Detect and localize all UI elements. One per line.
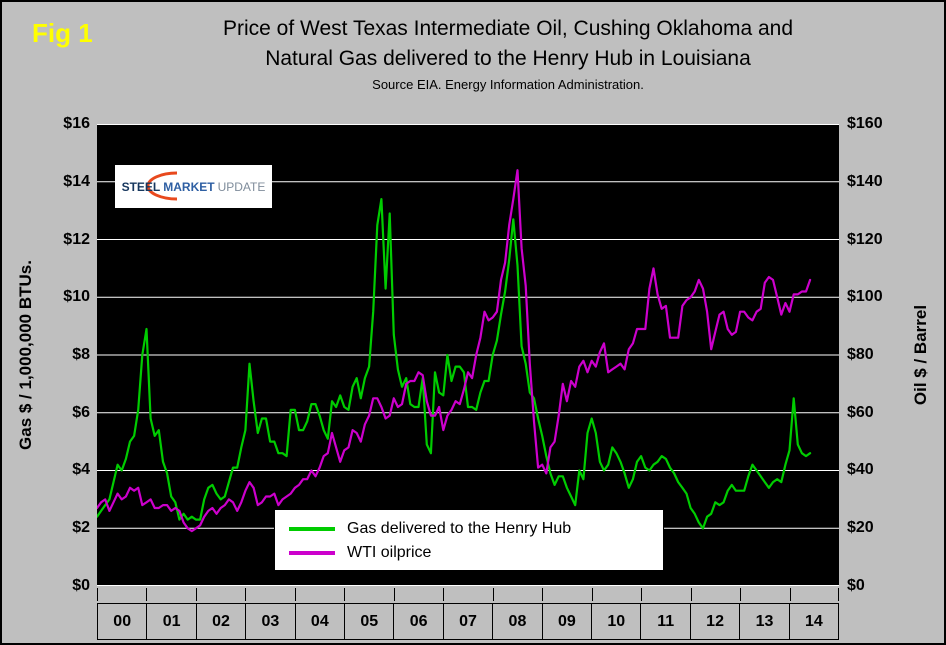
oil-line-swatch [289,551,335,555]
left-axis-tick: $16 [63,115,90,132]
logo-text-steel: STEEL [121,179,161,194]
x-axis-year-strip: 00 01 02 03 04 05 06 07 08 09 10 11 12 1… [97,603,840,640]
left-axis-tick: $8 [72,346,90,363]
figure-number-label: Fig 1 [32,18,93,48]
x-axis-year-cell: 01 [146,603,197,640]
right-axis-tick: $100 [847,288,883,305]
gas-line-swatch [289,527,335,531]
right-axis-tick: $140 [847,173,883,190]
x-axis-year-cell: 03 [245,603,296,640]
x-axis-year-cell: 00 [97,603,148,640]
x-axis-tick-mark [146,588,147,601]
left-axis-tick: $2 [72,519,90,536]
x-axis-tick-mark [295,588,296,601]
x-axis-tick-mark [740,588,741,601]
x-axis-tick-mark [592,588,593,601]
x-axis-tick-mark [542,588,543,601]
plot-svg [97,124,839,586]
logo-swoosh-icon [146,171,178,201]
x-axis-tick-mark [493,588,494,601]
x-axis-year-cell: 04 [294,603,346,640]
x-axis-year-cell: 11 [640,603,691,640]
x-axis-year-cell: 07 [442,603,494,640]
right-axis-tick: $120 [847,231,883,248]
chart-title-line-2: Natural Gas delivered to the Henry Hub i… [265,47,751,70]
right-axis-title: Oil $ / Barrel [911,304,930,406]
left-axis-tick: $0 [72,577,90,594]
legend-label-gas: Gas delivered to the Henry Hub [347,520,572,537]
x-axis-year-cell: 06 [393,603,444,640]
right-axis-tick: $40 [847,461,874,478]
legend-item-gas: Gas delivered to the Henry Hub [289,517,663,541]
x-axis-tick-mark [790,588,791,601]
x-axis-year-cell: 14 [788,603,840,640]
x-axis-year-cell: 08 [492,603,543,640]
right-axis-tick: $0 [847,577,865,594]
left-axis-tick: $4 [72,461,90,478]
right-axis-tick: $80 [847,346,874,363]
x-axis-tick-mark [641,588,642,601]
left-axis-tick: $14 [63,173,90,190]
steel-market-update-logo: STEEL MARKET UPDATE [115,165,272,208]
legend-box: Gas delivered to the Henry Hub WTI oilpr… [274,509,664,571]
right-axis-tick: $160 [847,115,883,132]
left-axis-title: Gas $ / 1,000,000 BTUs. [16,260,35,450]
logo-text-update: UPDATE [217,179,266,194]
right-axis-tick: $20 [847,519,874,536]
x-axis-year-cell: 09 [541,603,593,640]
x-axis-tick-mark [97,588,98,601]
x-axis-year-cell: 05 [344,603,395,640]
x-axis-ticks [97,588,839,601]
chart-title-line-1: Price of West Texas Intermediate Oil, Cu… [223,17,793,40]
x-axis-year-cell: 13 [739,603,790,640]
logo-text-market: MARKET [163,179,215,194]
right-axis-tick: $60 [847,404,874,421]
x-axis-tick-mark [838,588,839,601]
x-axis-year-cell: 12 [689,603,741,640]
x-axis-tick-mark [196,588,197,601]
legend-label-oil: WTI oilprice [347,544,432,561]
left-axis-tick: $6 [72,404,90,421]
chart-source-subtitle: Source EIA. Energy Information Administr… [372,77,644,92]
x-axis-tick-mark [394,588,395,601]
x-axis-year-cell: 10 [591,603,642,640]
x-axis-tick-mark [245,588,246,601]
legend-item-oil: WTI oilprice [289,541,663,565]
x-axis-tick-mark [344,588,345,601]
left-axis-tick: $10 [63,288,90,305]
left-axis-tick: $12 [63,231,90,248]
x-axis-tick-mark [443,588,444,601]
x-axis-year-cell: 02 [195,603,247,640]
title-block: Price of West Texas Intermediate Oil, Cu… [72,14,944,92]
x-axis-tick-mark [691,588,692,601]
